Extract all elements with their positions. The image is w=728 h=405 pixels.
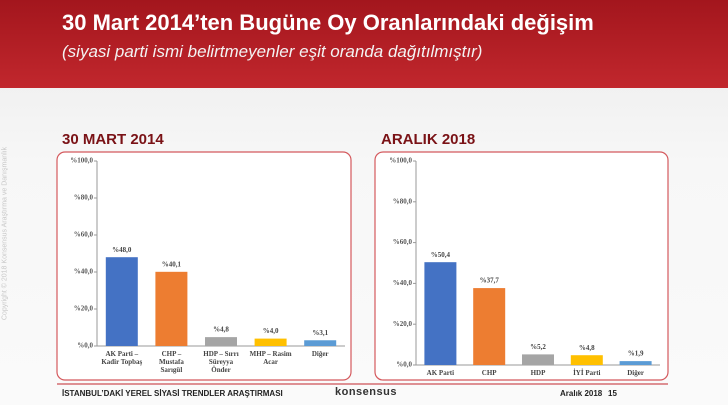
bar [105, 257, 138, 346]
y-tick-label: %80,0 [393, 197, 413, 205]
value-label: %3,1 [312, 329, 328, 337]
x-tick-label: İYİ Parti [573, 369, 601, 377]
value-label: %4,8 [213, 326, 229, 334]
bar [522, 354, 554, 365]
x-tick-label: CHP [481, 369, 497, 377]
chart-title: ARALIK 2018 [381, 131, 475, 148]
logo: konsensus [335, 386, 397, 398]
y-tick-label: %40,0 [393, 279, 413, 287]
y-tick-label: %0,0 [396, 361, 412, 369]
y-tick-label: %0,0 [77, 342, 93, 350]
x-tick-label: AK Parti [426, 369, 455, 377]
value-label: %1,9 [628, 350, 644, 358]
slide-title: 30 Mart 2014’ten Bugüne Oy Oranlarındaki… [62, 10, 594, 35]
chart-title: 30 MART 2014 [62, 131, 164, 148]
x-tick-label: CHP – Mustafa Sarıgül [158, 350, 184, 374]
y-tick-label: %80,0 [74, 194, 94, 202]
y-tick-label: %100,0 [389, 157, 412, 165]
value-label: %4,8 [579, 344, 595, 352]
y-tick-label: %20,0 [74, 305, 94, 313]
bar [424, 262, 457, 365]
y-tick-label: %40,0 [74, 268, 94, 276]
page-number: 15 [608, 389, 617, 398]
x-tick-label: HDP [530, 369, 546, 377]
x-tick-label: MHP – Rasim Acar [249, 350, 292, 366]
x-tick-label: AK Parti – Kadir Topbaş [101, 350, 143, 366]
value-label: %4,0 [263, 327, 279, 335]
y-tick-label: %60,0 [393, 238, 413, 246]
footer-date: Aralık 2018 [560, 389, 603, 398]
bar [473, 288, 506, 365]
panel [374, 151, 669, 381]
x-tick-label: Diğer [627, 369, 644, 377]
bar [155, 271, 188, 346]
value-label: %48,0 [112, 246, 132, 254]
bar [619, 361, 652, 365]
value-label: %50,4 [431, 251, 451, 259]
y-tick-label: %100,0 [70, 157, 93, 165]
value-label: %37,7 [480, 277, 500, 285]
x-tick-label: Diğer [311, 350, 329, 358]
x-tick-label: HDP – Sırrı Süreyya Önder [203, 350, 239, 374]
y-tick-label: %20,0 [393, 320, 413, 328]
value-label: %40,1 [162, 260, 182, 268]
footer-text: İSTANBUL’DAKİ YEREL SİYASİ TRENDLER ARAŞ… [62, 389, 283, 398]
bar [254, 338, 287, 346]
slide-subtitle: (siyasi parti ismi belirtmeyenler eşit o… [62, 42, 483, 61]
bar [304, 340, 337, 346]
value-label: %5,2 [530, 343, 546, 351]
bar [205, 337, 237, 346]
bar [570, 355, 603, 365]
y-tick-label: %60,0 [74, 231, 94, 239]
header-band [0, 0, 728, 88]
